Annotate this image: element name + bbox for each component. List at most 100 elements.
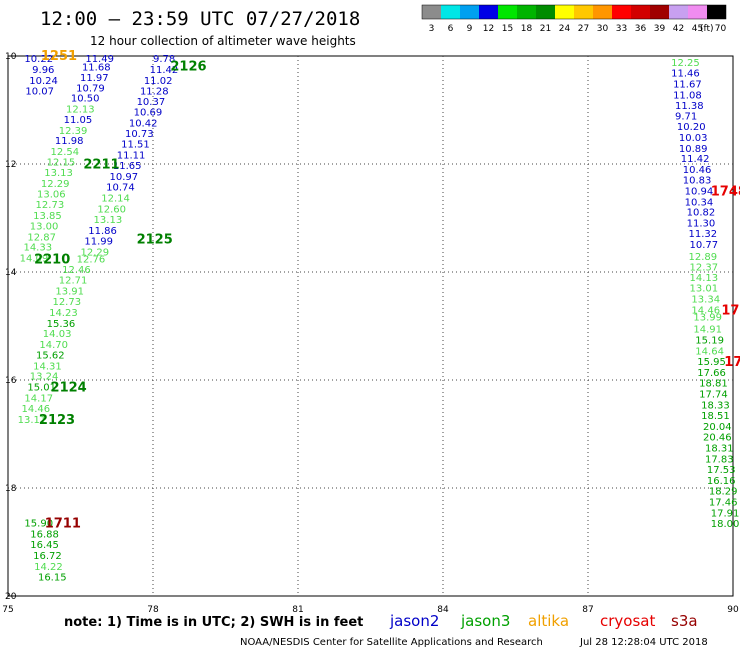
colorbar-swatch [669, 5, 688, 19]
x-tick-label: 87 [582, 605, 593, 615]
chart-subtitle: 12 hour collection of altimeter wave hei… [90, 34, 356, 48]
wave-height-label: 11.08 [673, 90, 702, 101]
wave-height-label: 16.72 [33, 551, 62, 562]
wave-height-label: 18.33 [701, 400, 730, 411]
wave-height-label: 12.14 [101, 193, 130, 204]
pass-time-label: 2126 [170, 60, 206, 75]
colorbar-swatch [498, 5, 517, 19]
wave-height-label: 14.46 [22, 404, 51, 415]
wave-height-label: 18.00 [711, 519, 740, 530]
wave-height-label: 11.51 [121, 139, 150, 150]
y-tick-label: 10 [5, 52, 17, 62]
wave-height-label: 9.78 [153, 54, 175, 65]
wave-height-label: 14.31 [33, 361, 62, 372]
wave-height-label: 14.17 [24, 393, 53, 404]
colorbar-swatch [460, 5, 479, 19]
wave-height-label: 12.71 [59, 276, 88, 287]
wave-height-label: 10.77 [690, 240, 719, 251]
wave-height-label: 14.23 [49, 308, 78, 319]
wave-height-label: 14.91 [693, 325, 722, 336]
colorbar-swatch [612, 5, 631, 19]
y-tick-labels: 10 12 14 16 18 20 [5, 52, 17, 602]
wave-height-label: 10.37 [137, 97, 166, 108]
wave-height-label: 16.45 [30, 540, 59, 551]
plot-area: 75 78 81 84 87 90 10 12 14 16 18 20 10.229.9610.24… [2, 49, 740, 615]
wave-height-label: 10.97 [110, 172, 139, 183]
colorbar-label: 36 [635, 24, 647, 34]
wave-height-label: 14.03 [43, 329, 72, 340]
legend-jason3: jason3 [460, 612, 510, 630]
y-tick-label: 20 [5, 592, 17, 602]
wave-height-label: 14.33 [23, 243, 52, 254]
colorbar-label: 15 [502, 24, 513, 34]
wave-height-label: 11.11 [117, 150, 146, 161]
wave-height-label: 20.04 [703, 422, 732, 433]
wave-height-label: 15.95 [697, 357, 726, 368]
wave-height-label: 11.46 [671, 69, 700, 80]
wave-height-label: 12.73 [52, 297, 81, 308]
credit-line: NOAA/NESDIS Center for Satellite Applica… [240, 637, 543, 648]
wave-height-label: 10.46 [683, 165, 712, 176]
wave-height-label: 12.37 [690, 263, 719, 274]
wave-height-label: 14.09 [20, 253, 49, 264]
pass-time-label: 1251 [41, 49, 77, 64]
wave-height-label: 12.39 [59, 126, 88, 137]
x-tick-label: 75 [2, 605, 13, 615]
wave-height-label: 10.94 [685, 186, 714, 197]
colorbar-swatch [688, 5, 707, 19]
colorbar-label: 33 [616, 24, 627, 34]
wave-height-label: 12.54 [51, 147, 80, 158]
wave-height-label: 14.22 [34, 562, 63, 573]
wave-height-label: 13.06 [37, 190, 66, 201]
wave-height-label: 11.42 [150, 65, 179, 76]
wave-height-label: 13.01 [690, 284, 719, 295]
legend-altika: altika [528, 612, 569, 630]
x-tick-labels: 75 78 81 84 87 90 [2, 605, 739, 615]
wave-height-label: 15.36 [47, 319, 76, 330]
x-tick-label: 84 [437, 605, 449, 615]
wave-height-label: 15.90 [24, 519, 53, 530]
colorbar-swatch [593, 5, 612, 19]
wave-height-label: 10.07 [25, 87, 54, 98]
wave-height-label: 11.30 [687, 218, 716, 229]
wave-height-label: 11.68 [82, 62, 111, 73]
wave-height-label: 15.19 [695, 336, 724, 347]
wave-height-label: 11.86 [88, 226, 117, 237]
colorbar-label: 70 [715, 24, 727, 34]
x-tick-label: 81 [292, 605, 303, 615]
colorbar-swatch [441, 5, 460, 19]
colorbar-label: 12 [483, 24, 494, 34]
wave-height-labels: 10.229.9610.2410.0711.4911.6811.9710.791… [18, 54, 740, 583]
pass-labels: 1251 2126 2211 2125 2210 2124 2123 1711 1748 17 17 [34, 49, 740, 532]
timestamp: Jul 28 12:28:04 UTC 2018 [579, 637, 708, 648]
wave-height-label: 11.42 [681, 154, 710, 165]
colorbar-unit: (ft) [700, 24, 714, 34]
wave-height-label: 13.91 [55, 286, 84, 297]
wave-height-label: 14.64 [695, 346, 724, 357]
legend-s3a: s3a [671, 612, 698, 630]
wave-height-label: 11.02 [144, 76, 173, 87]
wave-height-label: 12.29 [81, 247, 110, 258]
wave-height-label: 17.74 [699, 390, 728, 401]
wave-height-label: 17.46 [709, 498, 738, 509]
wave-height-label: 18.31 [705, 444, 734, 455]
wave-height-label: 10.73 [125, 129, 154, 140]
plot-frame [7, 55, 734, 597]
satellite-legend: jason2 jason3 altika cryosat s3a [389, 612, 698, 630]
wave-height-label: 11.32 [689, 229, 718, 240]
wave-height-label: 18.51 [701, 411, 730, 422]
colorbar-label: 24 [559, 24, 571, 34]
wave-height-label: 12.13 [66, 104, 95, 115]
pass-time-label: 2210 [34, 253, 70, 268]
wave-height-label: 11.98 [55, 136, 84, 147]
wave-height-label: 12.76 [77, 255, 106, 266]
wave-height-label: 17.53 [707, 465, 736, 476]
legend-jason2: jason2 [389, 612, 439, 630]
wave-height-label: 10.24 [29, 76, 58, 87]
y-tick-label: 14 [5, 268, 17, 278]
wave-height-label: 13.24 [30, 372, 59, 383]
colorbar: 3 6 9 12 15 18 21 24 27 30 33 36 39 42 45 70 [421, 4, 727, 34]
colorbar-swatch [422, 5, 441, 19]
wave-height-label: 15.62 [36, 351, 65, 362]
wave-height-label: 12.73 [36, 200, 65, 211]
